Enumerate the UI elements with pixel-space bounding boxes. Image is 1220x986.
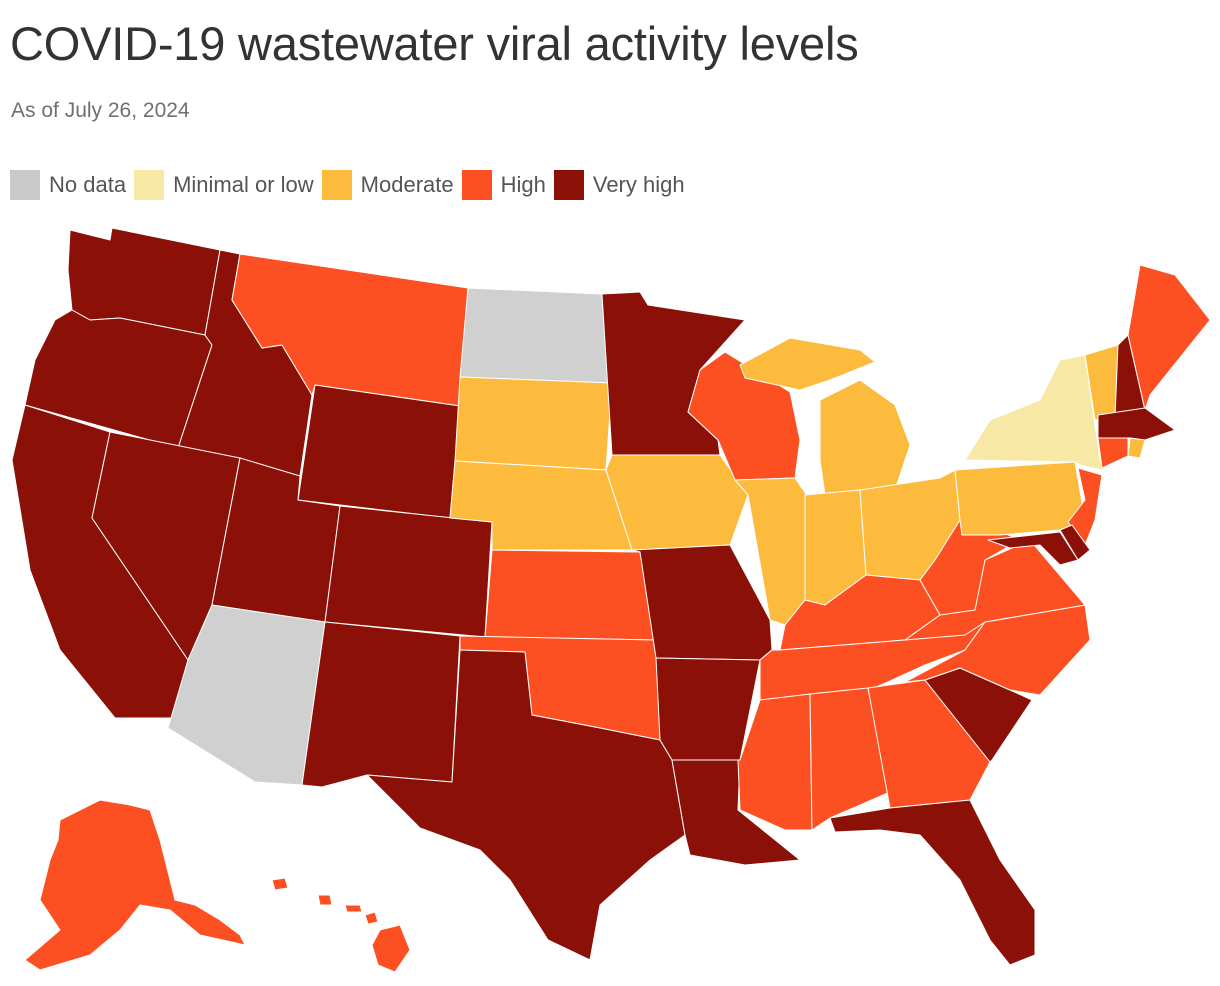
state-ia[interactable]: [605, 454, 749, 551]
legend-item-moderate: Moderate: [321, 170, 454, 200]
legend-item-no-data: No data: [10, 170, 126, 200]
state-sd[interactable]: [454, 376, 613, 471]
legend: No data Minimal or low Moderate High Ver…: [10, 170, 693, 200]
state-fl[interactable]: [829, 799, 1036, 966]
legend-item-very-high: Very high: [553, 170, 685, 200]
state-nc[interactable]: [904, 604, 1091, 696]
state-ma[interactable]: [1097, 407, 1176, 441]
state-ks[interactable]: [484, 549, 657, 641]
legend-swatch-minimal-or-low: [134, 170, 165, 200]
state-tn[interactable]: [759, 621, 986, 701]
state-me[interactable]: [1127, 264, 1211, 411]
state-wy[interactable]: [297, 384, 461, 519]
state-ak[interactable]: [24, 799, 246, 971]
state-wa[interactable]: [67, 227, 221, 336]
page-title: COVID-19 wastewater viral activity level…: [10, 17, 859, 70]
legend-label-no-data: No data: [49, 172, 127, 197]
legend-label-moderate: Moderate: [360, 172, 454, 197]
state-ny[interactable]: [964, 354, 1141, 471]
state-ar[interactable]: [655, 657, 761, 761]
state-ct[interactable]: [1097, 437, 1129, 469]
legend-swatch-no-data: [10, 170, 40, 200]
legend-swatch-moderate: [321, 170, 352, 200]
legend-item-minimal-or-low: Minimal or low: [134, 170, 314, 200]
state-tx[interactable]: [366, 649, 686, 961]
legend-label-high: High: [500, 172, 546, 197]
legend-item-high: High: [461, 170, 546, 200]
legend-label-very-high: Very high: [592, 172, 685, 197]
state-pa[interactable]: [954, 461, 1086, 536]
state-mi[interactable]: [739, 337, 911, 496]
state-ri[interactable]: [1127, 437, 1146, 459]
state-nm[interactable]: [301, 621, 461, 788]
state-md[interactable]: [987, 531, 1079, 566]
state-nd[interactable]: [459, 287, 613, 384]
state-co[interactable]: [324, 505, 493, 638]
us-states-map: [11, 227, 1211, 973]
state-al[interactable]: [809, 687, 891, 831]
state-hi[interactable]: [271, 877, 411, 973]
legend-swatch-high: [461, 170, 492, 200]
legend-label-minimal-or-low: Minimal or low: [173, 172, 314, 197]
legend-swatch-very-high: [553, 170, 584, 200]
page-subtitle: As of July 26, 2024: [11, 99, 190, 122]
